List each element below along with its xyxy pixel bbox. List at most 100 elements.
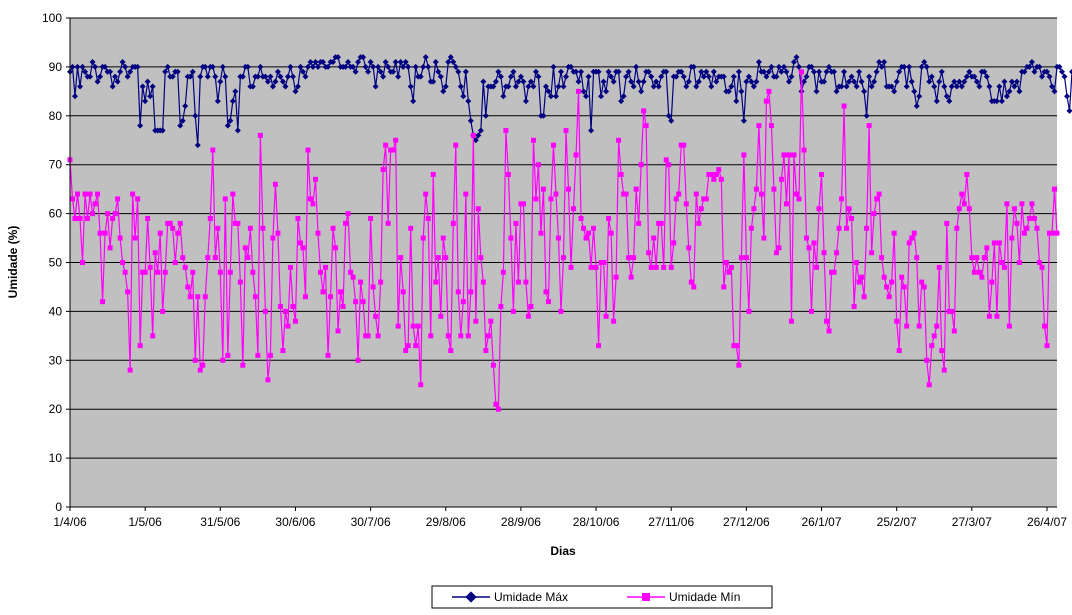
data-point (93, 201, 98, 206)
data-point (556, 236, 561, 241)
data-point (220, 358, 225, 363)
data-point (428, 333, 433, 338)
data-point (466, 333, 471, 338)
data-point (594, 265, 599, 270)
data-point (1039, 265, 1044, 270)
data-point (383, 143, 388, 148)
data-point (832, 270, 837, 275)
data-point (897, 348, 902, 353)
data-point (316, 231, 321, 236)
data-point (198, 368, 203, 373)
data-point (558, 309, 563, 314)
data-point (401, 289, 406, 294)
data-point (589, 265, 594, 270)
data-point (158, 231, 163, 236)
data-point (959, 192, 964, 197)
data-point (406, 343, 411, 348)
y-tick-label: 60 (49, 207, 63, 221)
data-point (501, 270, 506, 275)
data-point (756, 123, 761, 128)
data-point (902, 284, 907, 289)
data-point (155, 270, 160, 275)
data-point (804, 236, 809, 241)
data-point (338, 289, 343, 294)
data-point (446, 333, 451, 338)
data-point (759, 192, 764, 197)
data-point (175, 231, 180, 236)
legend-label-min: Umidade Mín (669, 590, 740, 604)
y-tick-label: 90 (49, 60, 63, 74)
data-point (235, 221, 240, 226)
data-point (528, 304, 533, 309)
data-point (80, 260, 85, 265)
data-point (1014, 221, 1019, 226)
data-point (796, 196, 801, 201)
data-point (553, 192, 558, 197)
data-point (473, 319, 478, 324)
data-point (75, 192, 80, 197)
data-point (503, 128, 508, 133)
data-point (711, 177, 716, 182)
data-point (964, 172, 969, 177)
data-point (569, 265, 574, 270)
data-point (478, 255, 483, 260)
data-point (453, 143, 458, 148)
data-point (373, 314, 378, 319)
data-point (894, 319, 899, 324)
data-point (822, 250, 827, 255)
data-point (313, 177, 318, 182)
data-point (486, 333, 491, 338)
data-point (1022, 231, 1027, 236)
data-point (869, 250, 874, 255)
data-point (666, 162, 671, 167)
data-point (874, 196, 879, 201)
data-point (125, 289, 130, 294)
data-point (609, 231, 614, 236)
x-tick-label: 28/10/06 (573, 515, 620, 529)
data-point (764, 99, 769, 104)
data-point (979, 275, 984, 280)
data-point (260, 226, 265, 231)
data-point (103, 231, 108, 236)
data-point (310, 201, 315, 206)
data-point (421, 236, 426, 241)
data-point (333, 245, 338, 250)
data-point (273, 182, 278, 187)
data-point (185, 284, 190, 289)
data-point (719, 177, 724, 182)
data-point (892, 231, 897, 236)
data-point (348, 270, 353, 275)
x-tick-label: 26/1/07 (801, 515, 841, 529)
data-point (451, 221, 456, 226)
data-point (438, 314, 443, 319)
data-point (508, 236, 513, 241)
data-point (411, 324, 416, 329)
data-point (909, 236, 914, 241)
data-point (506, 172, 511, 177)
data-point (188, 294, 193, 299)
data-point (962, 201, 967, 206)
data-point (837, 226, 842, 231)
data-point (343, 221, 348, 226)
data-point (228, 270, 233, 275)
data-point (709, 172, 714, 177)
x-tick-label: 30/7/06 (351, 515, 391, 529)
data-point (606, 216, 611, 221)
data-point (243, 245, 248, 250)
data-point (218, 270, 223, 275)
y-tick-label: 0 (55, 500, 62, 514)
data-point (368, 216, 373, 221)
data-point (416, 324, 421, 329)
data-point (511, 309, 516, 314)
data-point (611, 319, 616, 324)
x-tick-label: 30/6/06 (275, 515, 315, 529)
data-point (907, 240, 912, 245)
data-point (671, 240, 676, 245)
data-point (694, 192, 699, 197)
data-point (877, 192, 882, 197)
data-point (160, 309, 165, 314)
data-point (408, 226, 413, 231)
data-point (1062, 74, 1068, 80)
data-point (78, 216, 83, 221)
